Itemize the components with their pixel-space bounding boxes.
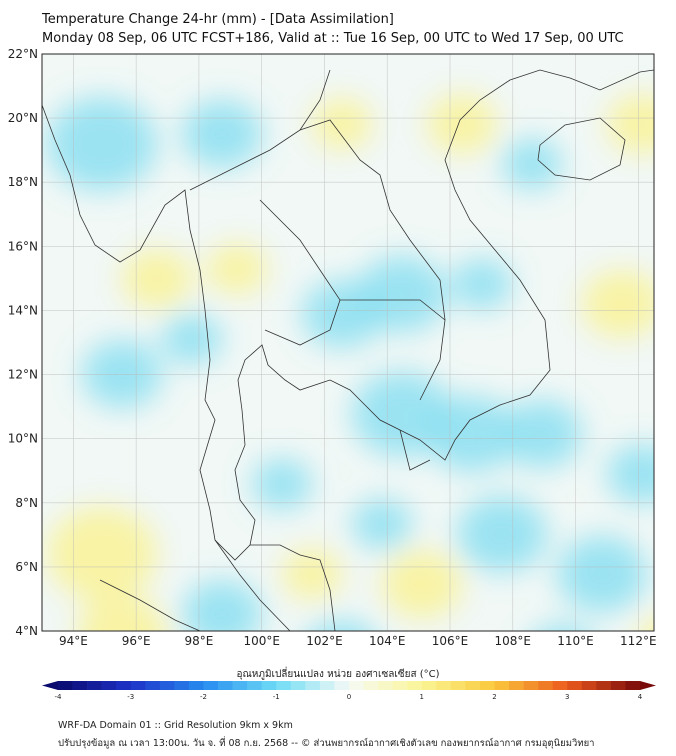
longitude-labels: 94°E 96°E 98°E 100°E 102°E 104°E 106°E 108°E 110… (59, 634, 657, 648)
lon-label: 94°E (59, 634, 88, 648)
lat-label: 14°N (8, 303, 38, 317)
lon-label: 104°E (369, 634, 406, 648)
lon-label: 108°E (495, 634, 532, 648)
coastline-borders (42, 69, 654, 631)
lon-label: 102°E (306, 634, 343, 648)
map-frame (41, 53, 655, 632)
lat-label: 6°N (15, 560, 38, 574)
map-title: Temperature Change 24-hr (mm) - [Data As… (42, 12, 394, 27)
lat-label: 8°N (15, 496, 38, 510)
lon-label: 106°E (432, 634, 469, 648)
lat-label: 4°N (15, 624, 38, 638)
lon-label: 96°E (122, 634, 151, 648)
lat-label: 18°N (8, 175, 38, 189)
map-subtitle: Monday 08 Sep, 06 UTC FCST+186, Valid at… (42, 31, 624, 46)
footer-model-info: WRF-DA Domain 01 :: Grid Resolution 9km … (58, 720, 293, 731)
lon-label: 110°E (557, 634, 594, 648)
lon-label: 100°E (243, 634, 280, 648)
lat-label: 22°N (8, 47, 38, 61)
lat-label: 10°N (8, 432, 38, 446)
temperature-field (42, 54, 654, 631)
colorbar-label: อุณหภูมิเปลี่ยนแปลง หน่วย องศาเซลเซียส (… (236, 669, 440, 680)
lat-label: 16°N (8, 239, 38, 253)
lon-label: 98°E (184, 634, 213, 648)
lat-label: 12°N (8, 368, 38, 382)
footer-credits: ปรับปรุงข้อมูล ณ เวลา 13:00น. วัน จ. ที่… (58, 738, 595, 749)
latitude-labels: 22°N 20°N 18°N 16°N 14°N 12°N 10°N 8°N 6°N 4°N (8, 47, 38, 638)
lon-label: 112°E (620, 634, 657, 648)
lat-label: 20°N (8, 111, 38, 125)
